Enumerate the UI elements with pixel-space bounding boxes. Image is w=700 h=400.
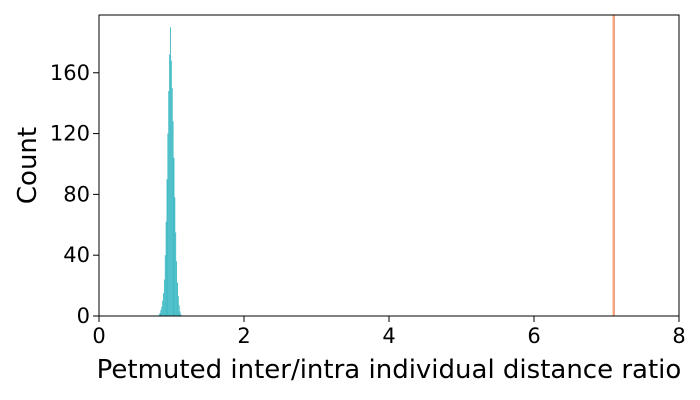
histogram-bar bbox=[174, 197, 176, 316]
histogram-bar bbox=[177, 282, 178, 316]
histogram-bar bbox=[180, 314, 182, 316]
histogram-bar bbox=[164, 255, 166, 316]
histogram-bar bbox=[176, 261, 178, 316]
x-tick-label: 8 bbox=[672, 324, 685, 348]
x-tick-label: 4 bbox=[382, 324, 395, 348]
histogram-bar bbox=[158, 314, 160, 316]
y-tick-label: 160 bbox=[50, 61, 90, 85]
x-tick-label: 6 bbox=[527, 324, 540, 348]
histogram-bars bbox=[158, 27, 182, 316]
histogram-bar bbox=[172, 121, 174, 316]
histogram-bar bbox=[171, 87, 173, 316]
histogram-bar bbox=[169, 54, 171, 316]
x-axis-label: Petmuted inter/intra individual distance… bbox=[97, 355, 682, 385]
histogram-bar bbox=[178, 305, 180, 316]
y-tick-label: 120 bbox=[50, 122, 90, 146]
x-tick-label: 0 bbox=[92, 324, 105, 348]
histogram-bar bbox=[173, 157, 175, 316]
histogram-bar bbox=[177, 296, 179, 316]
x-tick-label: 2 bbox=[237, 324, 250, 348]
y-tick-label: 40 bbox=[63, 243, 90, 267]
histogram-bar bbox=[163, 293, 164, 316]
x-axis-ticks: 0 2 4 6 8 bbox=[92, 316, 686, 348]
histogram-bar bbox=[161, 306, 163, 316]
histogram-bar bbox=[175, 232, 177, 316]
y-axis-ticks: 0 40 80 120 160 bbox=[50, 61, 99, 328]
histogram-bar bbox=[168, 91, 170, 316]
histogram-bar bbox=[160, 309, 162, 316]
y-axis-label: Count bbox=[13, 127, 43, 204]
plot-frame bbox=[98, 14, 680, 317]
histogram-bar bbox=[170, 60, 172, 316]
histogram-bar bbox=[159, 312, 161, 316]
histogram-bar bbox=[163, 279, 165, 316]
histogram-bar bbox=[179, 311, 181, 316]
histogram-bar bbox=[167, 133, 169, 316]
histogram-bar bbox=[162, 300, 164, 316]
y-tick-label: 0 bbox=[77, 304, 90, 328]
y-tick-label: 80 bbox=[63, 182, 90, 206]
histogram-bar bbox=[166, 179, 168, 316]
histogram-bar bbox=[165, 221, 167, 316]
histogram-bar bbox=[170, 27, 171, 316]
